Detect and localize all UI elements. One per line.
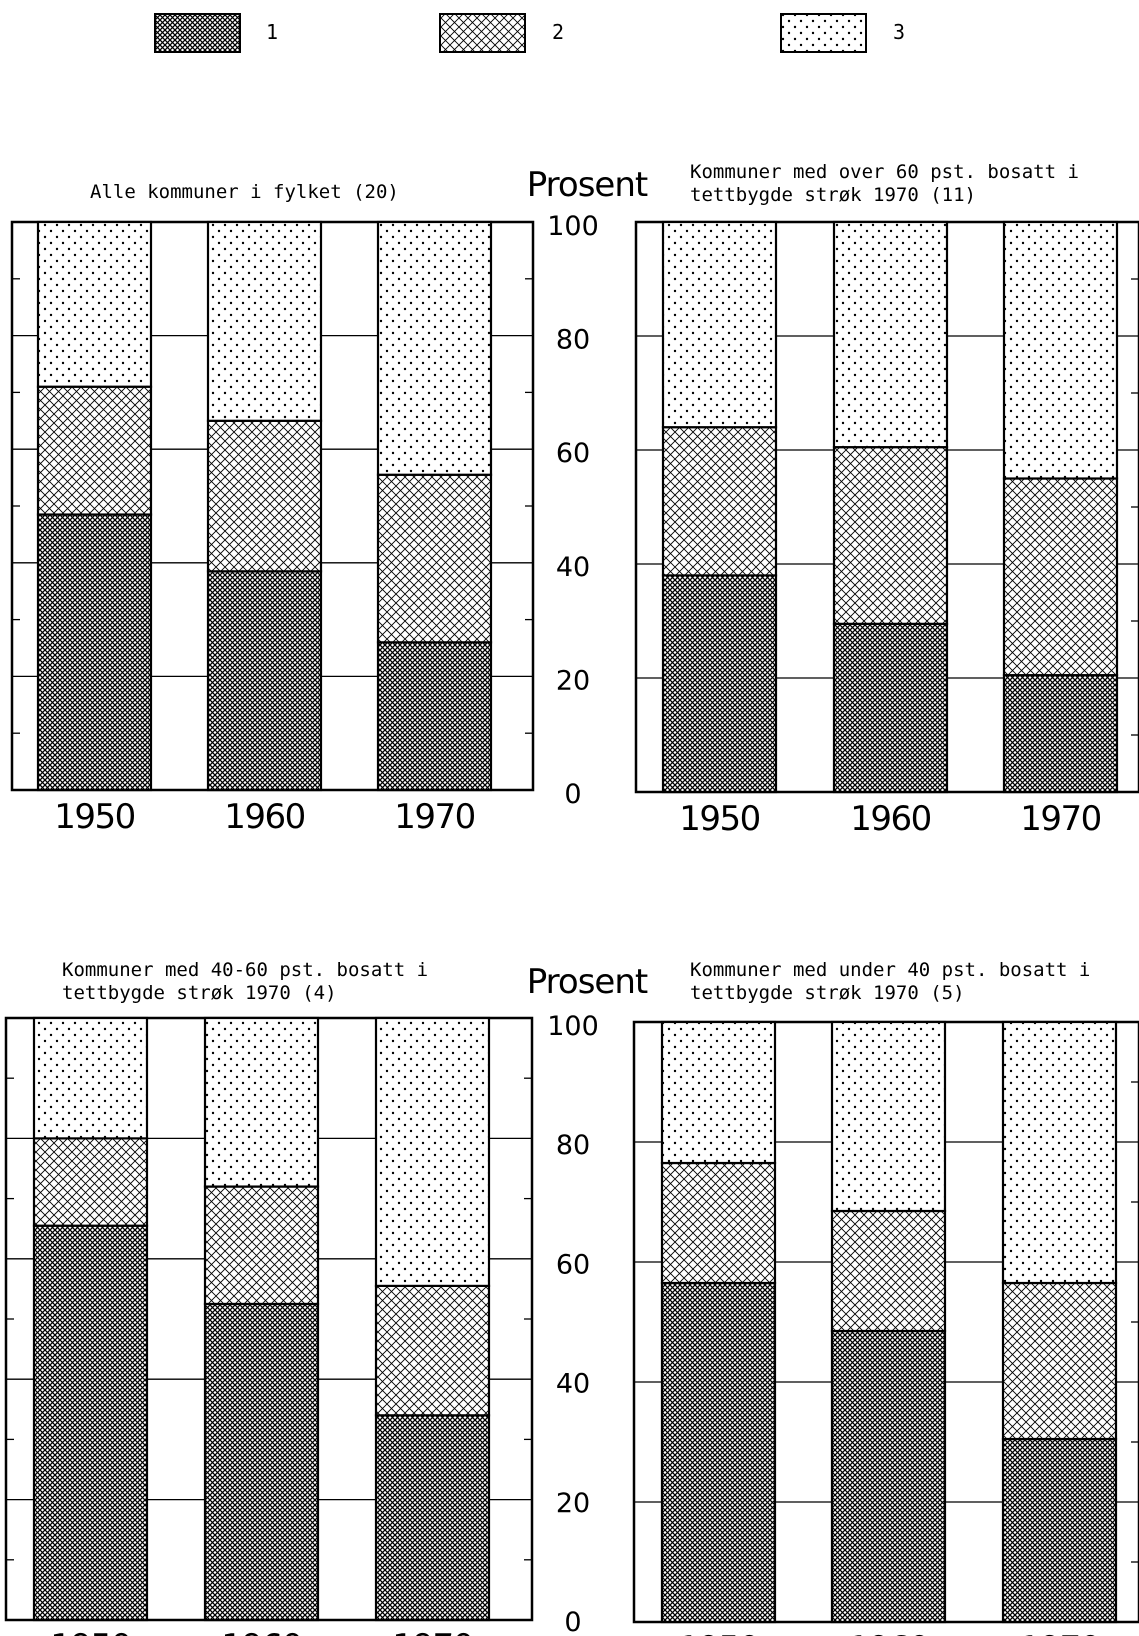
bar-segment [661, 220, 778, 429]
bar-segment [1002, 477, 1119, 677]
legend-label: 1 [266, 20, 278, 44]
x-tick-label: 1950 [679, 799, 760, 839]
chart-title-4: Kommuner med under 40 pst. bosatt i tettb… [690, 959, 1090, 1004]
chart-panel: 1950 1960 1970 [4, 1016, 534, 1636]
legend-item: 1 [154, 13, 278, 53]
y-tick-label: 80 [556, 1130, 590, 1161]
bar-segment [660, 1281, 777, 1624]
legend-item: 2 [439, 13, 564, 53]
x-tick-label: 1970 [394, 797, 475, 837]
x-tick-label: 1970 [1020, 799, 1101, 839]
legend-label: 3 [893, 20, 905, 44]
bar-segment [660, 1161, 777, 1285]
y-tick-label: 60 [556, 438, 590, 469]
bar-segment [203, 1302, 320, 1622]
chart-panel: 1950 1960 1970 [10, 220, 535, 837]
title-line: Kommuner med under 40 pst. bosatt i [690, 959, 1090, 981]
bar-segment [830, 1329, 947, 1624]
x-tick-label: 1970 [392, 1627, 473, 1636]
chart-panel: 1950 1960 1970 [634, 220, 1139, 839]
bar-segment [1001, 1020, 1118, 1285]
bar-segment [660, 1020, 777, 1165]
chart-panel: 1950 1960 1970 [632, 1020, 1139, 1636]
legend-swatch-dense [154, 13, 241, 53]
x-tick-label: 1960 [224, 797, 305, 837]
bar-segment [1002, 220, 1119, 480]
bar-segment [32, 1224, 149, 1622]
bar-segment [206, 220, 323, 422]
bar-segment [376, 220, 493, 476]
bar-segment [32, 1137, 149, 1227]
y-tick-label: 60 [556, 1249, 590, 1280]
bar-segment [203, 1016, 320, 1188]
y-tick-label: 100 [547, 211, 599, 242]
y-tick-label: 40 [556, 1369, 590, 1400]
bar-segment [374, 1414, 491, 1622]
y-tick-label: 0 [564, 779, 581, 810]
bar-segment [376, 473, 493, 644]
bar-segment [1002, 674, 1119, 794]
bar-segment [206, 419, 323, 573]
bar-segment [32, 1016, 149, 1140]
chart-title-3: Kommuner med 40-60 pst. bosatt i tettbygd… [62, 959, 428, 1004]
y-axis-unit-label: Prosent [527, 165, 648, 205]
y-tick-label: 100 [547, 1011, 599, 1042]
title-line: Kommuner med over 60 pst. bosatt i [690, 161, 1079, 183]
legend-swatch-dots [780, 13, 867, 53]
legend: 1 2 3 [154, 13, 905, 53]
x-tick-label: 1950 [678, 1629, 759, 1636]
bar-segment [832, 446, 949, 625]
legend-swatch-cross [439, 13, 526, 53]
bar-segment [36, 385, 153, 516]
y-tick-label: 20 [556, 1488, 590, 1519]
bar-segment [661, 426, 778, 577]
legend-item: 3 [780, 13, 905, 53]
bar-segment [203, 1185, 320, 1306]
y-tick-label: 80 [556, 325, 590, 356]
bar-segment [36, 220, 153, 388]
y-tick-label: 40 [556, 552, 590, 583]
title-line: tettbygde strøk 1970 (4) [62, 982, 337, 1004]
x-tick-label: 1970 [1019, 1629, 1100, 1636]
bar-segment [661, 574, 778, 794]
title-line: Kommuner med 40-60 pst. bosatt i [62, 959, 428, 981]
bar-segment [1001, 1437, 1118, 1624]
bar-segment [1001, 1281, 1118, 1441]
bar-segment [376, 641, 493, 792]
bar-segment [830, 1209, 947, 1333]
bar-segment [374, 1016, 491, 1287]
x-tick-label: 1960 [848, 1629, 929, 1636]
x-tick-label: 1950 [50, 1627, 131, 1636]
title-line: tettbygde strøk 1970 (5) [690, 982, 965, 1004]
bar-segment [36, 513, 153, 792]
bar-segment [206, 570, 323, 792]
y-axis-unit-label: Prosent [527, 962, 648, 1002]
x-tick-label: 1960 [221, 1627, 302, 1636]
x-tick-label: 1960 [850, 799, 931, 839]
y-tick-label: 0 [564, 1607, 581, 1636]
bar-segment [830, 1020, 947, 1213]
title-line: tettbygde strøk 1970 (11) [690, 184, 976, 206]
y-tick-label: 20 [556, 665, 590, 696]
chart-title-2: Kommuner med over 60 pst. bosatt i tettby… [690, 161, 1079, 206]
legend-label: 2 [552, 20, 564, 44]
chart-title-1: Alle kommuner i fylket (20) [90, 181, 399, 203]
bar-segment [832, 220, 949, 449]
x-tick-label: 1950 [54, 797, 135, 837]
bar-segment [832, 622, 949, 794]
bar-segment [374, 1284, 491, 1417]
